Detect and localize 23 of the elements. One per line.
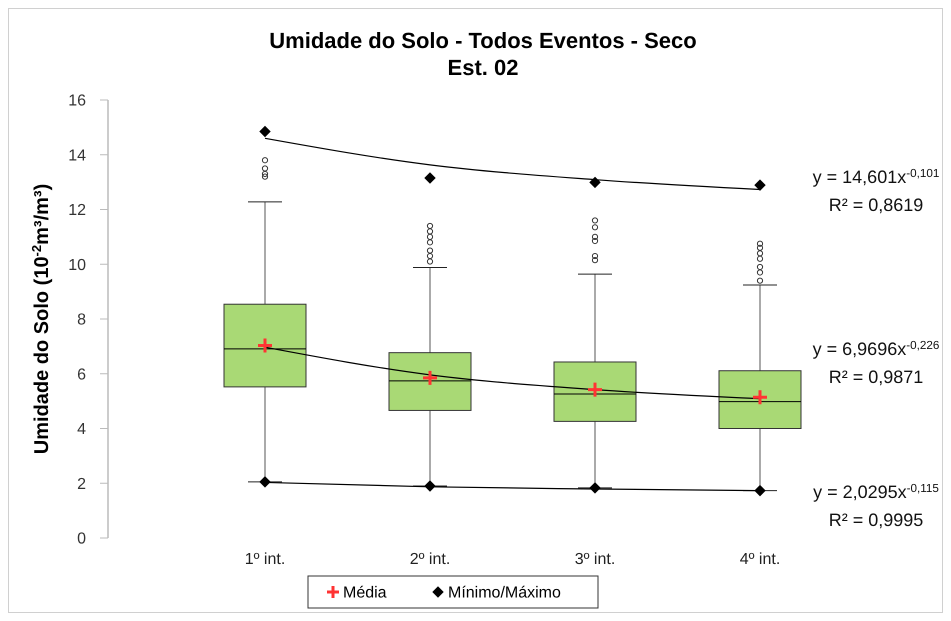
x-tick-label: 3º int. <box>574 551 616 568</box>
x-tick-label: 4º int. <box>740 551 780 568</box>
y-tick-label: 16 <box>68 92 86 110</box>
annotation: R² = 0,8619 <box>828 195 924 215</box>
y-tick-label: 0 <box>77 530 86 548</box>
annotation: y = 2,0295x$^{-0,115}$ <box>813 482 940 502</box>
annotation: R² = 0,9995 <box>828 510 924 530</box>
annotation: y = 14,601x$^{-0,101}$ <box>812 166 940 187</box>
y-tick-label: 8 <box>77 312 86 329</box>
y-tick-label: 12 <box>68 202 86 220</box>
annotation: R² = 0,9871 <box>828 367 924 387</box>
y-tick-label: 2 <box>77 476 86 493</box>
annotation: y = 6,9696x$^{-0,226}$ <box>812 338 940 359</box>
y-tick-label: 6 <box>77 366 86 384</box>
x-tick-label: 2º int. <box>410 551 450 568</box>
legend-label: Mínimo/Máximo <box>448 584 562 602</box>
y-tick-label: 14 <box>68 147 86 164</box>
x-tick-label: 1º int. <box>244 551 286 568</box>
y-tick-label: 4 <box>77 421 86 438</box>
chart-title: Umidade do Solo - Todos Eventos - Seco <box>269 28 697 53</box>
legend-label: Média <box>343 584 387 602</box>
chart-subtitle: Est. 02 <box>448 55 518 80</box>
y-tick-label: 10 <box>68 256 86 274</box>
